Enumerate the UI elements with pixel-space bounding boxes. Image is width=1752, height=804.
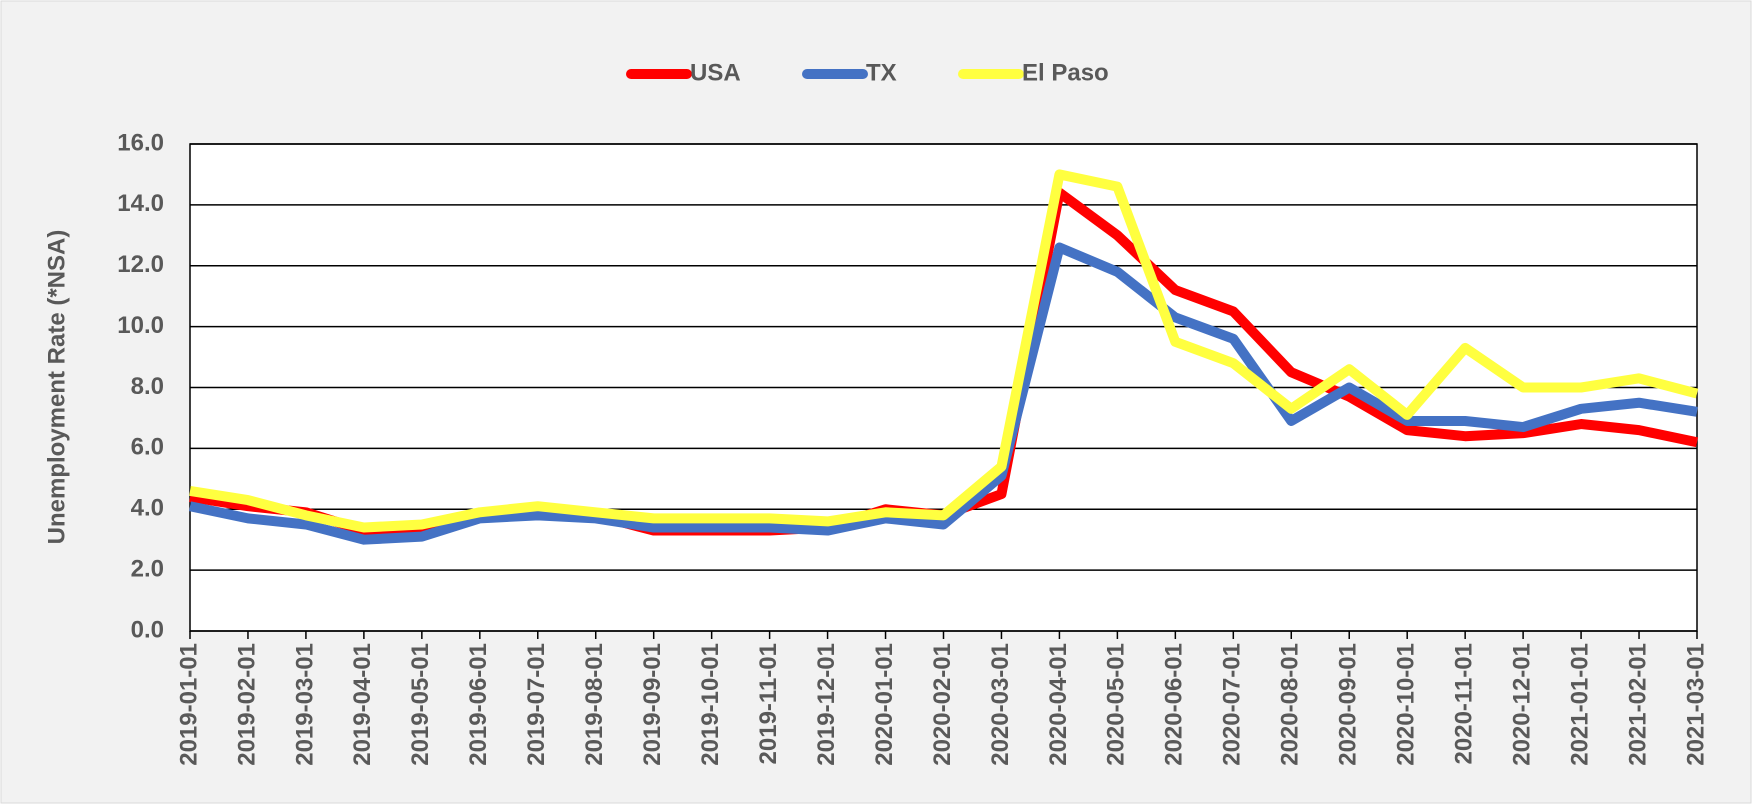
y-tick-label: 12.0 (117, 251, 164, 278)
y-axis-title: Unemployment Rate (*NSA) (43, 230, 70, 545)
x-tick-label: 2021-03-01 (1682, 643, 1709, 766)
y-tick-label: 8.0 (131, 373, 164, 400)
x-tick-label: 2020-11-01 (1450, 643, 1477, 764)
series-line (188, 242, 1698, 545)
x-tick-label: 2020-07-01 (1219, 643, 1246, 766)
x-tick-label: 2019-09-01 (639, 643, 666, 766)
y-tick-label: 6.0 (131, 434, 164, 461)
x-tick-label: 2019-11-01 (755, 643, 782, 764)
x-tick-label: 2019-04-01 (349, 643, 376, 766)
legend-label: USA (690, 59, 741, 86)
y-tick-label: 16.0 (117, 129, 164, 156)
x-tick-label: 2019-10-01 (697, 643, 724, 766)
x-tick-label: 2020-01-01 (871, 643, 898, 766)
x-tick-label: 2019-02-01 (233, 643, 260, 766)
x-tick-label: 2019-07-01 (523, 643, 550, 766)
x-tick-label: 2020-10-01 (1393, 643, 1420, 766)
x-tick-label: 2020-08-01 (1277, 643, 1304, 766)
x-tick-label: 2020-04-01 (1045, 643, 1072, 766)
x-tick-label: 2020-03-01 (987, 643, 1014, 766)
x-tick-label: 2021-02-01 (1624, 643, 1651, 766)
y-tick-label: 2.0 (131, 555, 164, 582)
x-tick-label: 2020-02-01 (929, 643, 956, 766)
x-tick-label: 2019-12-01 (813, 643, 840, 766)
x-tick-label: 2020-12-01 (1508, 643, 1535, 766)
x-tick-label: 2019-05-01 (407, 643, 434, 766)
x-tick-label: 2019-06-01 (465, 643, 492, 766)
x-tick-label: 2020-05-01 (1103, 643, 1130, 766)
legend-label: TX (866, 59, 897, 86)
x-tick-label: 2019-01-01 (175, 643, 202, 766)
y-tick-label: 0.0 (131, 616, 164, 643)
series-line (189, 169, 1699, 533)
y-tick-label: 10.0 (117, 312, 164, 339)
legend-label: El Paso (1022, 59, 1109, 86)
x-tick-label: 2020-09-01 (1335, 643, 1362, 766)
x-tick-label: 2021-01-01 (1566, 643, 1593, 766)
x-tick-label: 2019-03-01 (291, 643, 318, 766)
y-tick-label: 14.0 (117, 190, 164, 217)
x-tick-label: 2020-06-01 (1161, 643, 1188, 766)
y-tick-label: 4.0 (131, 495, 164, 522)
x-tick-label: 2019-08-01 (581, 643, 608, 766)
